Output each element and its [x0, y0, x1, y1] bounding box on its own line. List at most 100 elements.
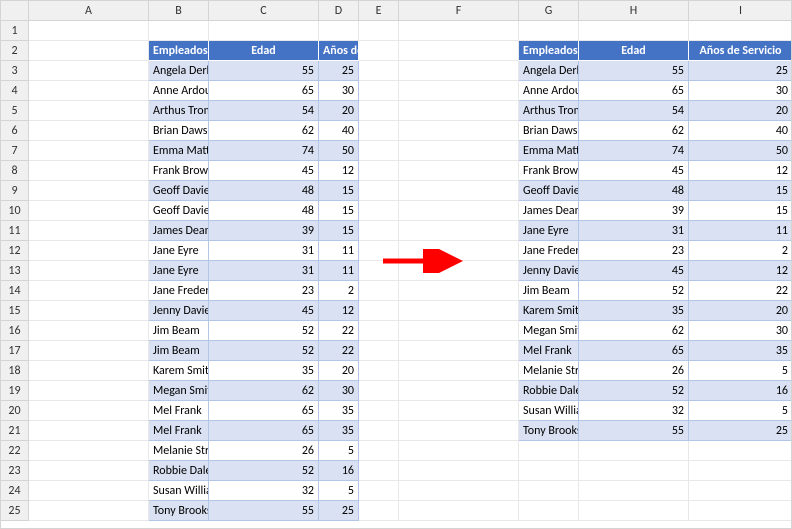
- row-header-16[interactable]: 16: [1, 321, 29, 341]
- empty-cell[interactable]: [29, 501, 149, 521]
- empty-cell[interactable]: [29, 301, 149, 321]
- table-cell[interactable]: 31: [209, 261, 319, 281]
- row-header-17[interactable]: 17: [1, 341, 29, 361]
- table-cell[interactable]: Angela Derby: [149, 61, 209, 81]
- table-cell[interactable]: 25: [319, 501, 359, 521]
- table-cell[interactable]: 35: [319, 401, 359, 421]
- table-cell[interactable]: 45: [209, 161, 319, 181]
- table-cell[interactable]: Jim Beam: [519, 281, 579, 301]
- table-cell[interactable]: Susan Williams: [519, 401, 579, 421]
- table-cell[interactable]: 20: [319, 361, 359, 381]
- table-cell[interactable]: 52: [209, 461, 319, 481]
- table-cell[interactable]: Jane Fredericks: [519, 241, 579, 261]
- row-header-20[interactable]: 20: [1, 401, 29, 421]
- row-header-21[interactable]: 21: [1, 421, 29, 441]
- table-cell[interactable]: 16: [689, 381, 792, 401]
- empty-cell[interactable]: [29, 421, 149, 441]
- empty-cell[interactable]: [359, 481, 399, 501]
- empty-cell[interactable]: [399, 121, 519, 141]
- empty-cell[interactable]: [359, 301, 399, 321]
- table-cell[interactable]: 32: [209, 481, 319, 501]
- table-cell[interactable]: Jim Beam: [149, 341, 209, 361]
- table-cell[interactable]: 62: [579, 121, 689, 141]
- table-cell[interactable]: 22: [689, 281, 792, 301]
- empty-cell[interactable]: [399, 141, 519, 161]
- table-header-cell[interactable]: Empleados: [149, 41, 209, 61]
- table-cell[interactable]: Robbie Dales: [519, 381, 579, 401]
- empty-cell[interactable]: [29, 141, 149, 161]
- empty-cell[interactable]: [399, 481, 519, 501]
- row-header-14[interactable]: 14: [1, 281, 29, 301]
- column-header-F[interactable]: F: [399, 1, 519, 21]
- table-cell[interactable]: Emma Matthew: [519, 141, 579, 161]
- empty-cell[interactable]: [359, 321, 399, 341]
- empty-cell[interactable]: [399, 161, 519, 181]
- empty-cell[interactable]: [359, 341, 399, 361]
- table-cell[interactable]: Arthus Tromp: [149, 101, 209, 121]
- table-cell[interactable]: 20: [689, 101, 792, 121]
- empty-cell[interactable]: [399, 361, 519, 381]
- empty-cell[interactable]: [399, 281, 519, 301]
- table-cell[interactable]: Brian Dawson: [519, 121, 579, 141]
- table-header-cell[interactable]: Edad: [579, 41, 689, 61]
- table-cell[interactable]: 26: [579, 361, 689, 381]
- table-cell[interactable]: 62: [209, 381, 319, 401]
- row-header-6[interactable]: 6: [1, 121, 29, 141]
- empty-cell[interactable]: [519, 21, 579, 41]
- empty-cell[interactable]: [579, 501, 689, 521]
- table-cell[interactable]: 52: [579, 381, 689, 401]
- table-cell[interactable]: 39: [209, 221, 319, 241]
- empty-cell[interactable]: [519, 441, 579, 461]
- table-cell[interactable]: Anne Ardour: [519, 81, 579, 101]
- row-header-18[interactable]: 18: [1, 361, 29, 381]
- empty-cell[interactable]: [399, 321, 519, 341]
- empty-cell[interactable]: [359, 461, 399, 481]
- table-cell[interactable]: 12: [319, 161, 359, 181]
- table-cell[interactable]: 62: [579, 321, 689, 341]
- table-cell[interactable]: 45: [209, 301, 319, 321]
- table-cell[interactable]: 23: [579, 241, 689, 261]
- table-cell[interactable]: 31: [209, 241, 319, 261]
- empty-cell[interactable]: [359, 441, 399, 461]
- table-cell[interactable]: 22: [319, 321, 359, 341]
- empty-cell[interactable]: [29, 101, 149, 121]
- empty-cell[interactable]: [399, 41, 519, 61]
- table-cell[interactable]: 30: [319, 81, 359, 101]
- table-cell[interactable]: Mel Frank: [149, 401, 209, 421]
- empty-cell[interactable]: [399, 81, 519, 101]
- column-header-A[interactable]: A: [29, 1, 149, 21]
- empty-cell[interactable]: [29, 401, 149, 421]
- row-header-3[interactable]: 3: [1, 61, 29, 81]
- table-cell[interactable]: 11: [319, 241, 359, 261]
- empty-cell[interactable]: [29, 161, 149, 181]
- empty-cell[interactable]: [359, 401, 399, 421]
- table-cell[interactable]: Megan Smith: [519, 321, 579, 341]
- table-cell[interactable]: Geoff Davies: [149, 181, 209, 201]
- empty-cell[interactable]: [29, 441, 149, 461]
- empty-cell[interactable]: [519, 481, 579, 501]
- table-cell[interactable]: 52: [209, 341, 319, 361]
- column-header-C[interactable]: C: [209, 1, 319, 21]
- row-header-11[interactable]: 11: [1, 221, 29, 241]
- table-cell[interactable]: 15: [689, 201, 792, 221]
- table-cell[interactable]: 20: [689, 301, 792, 321]
- table-cell[interactable]: Emma Matthew: [149, 141, 209, 161]
- table-cell[interactable]: 65: [209, 421, 319, 441]
- empty-cell[interactable]: [399, 261, 519, 281]
- table-cell[interactable]: 52: [209, 321, 319, 341]
- table-cell[interactable]: 62: [209, 121, 319, 141]
- empty-cell[interactable]: [359, 281, 399, 301]
- table-cell[interactable]: 35: [319, 421, 359, 441]
- empty-cell[interactable]: [689, 481, 792, 501]
- table-cell[interactable]: Jane Fredericks: [149, 281, 209, 301]
- empty-cell[interactable]: [29, 121, 149, 141]
- table-cell[interactable]: 50: [319, 141, 359, 161]
- table-cell[interactable]: 31: [579, 221, 689, 241]
- empty-cell[interactable]: [29, 41, 149, 61]
- row-header-13[interactable]: 13: [1, 261, 29, 281]
- empty-cell[interactable]: [29, 261, 149, 281]
- empty-cell[interactable]: [399, 461, 519, 481]
- table-cell[interactable]: 55: [579, 421, 689, 441]
- table-cell[interactable]: Jenny Davies: [149, 301, 209, 321]
- empty-cell[interactable]: [319, 21, 359, 41]
